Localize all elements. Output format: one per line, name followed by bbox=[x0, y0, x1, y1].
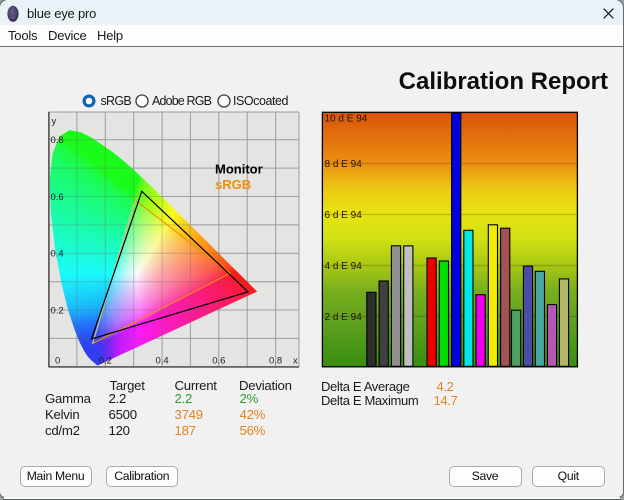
svg-text:8 d E 94: 8 d E 94 bbox=[325, 159, 363, 170]
svg-text:sRGB: sRGB bbox=[215, 177, 251, 192]
svg-text:6 d E 94: 6 d E 94 bbox=[325, 210, 363, 221]
svg-text:Monitor: Monitor bbox=[215, 162, 263, 177]
svg-text:0.2: 0.2 bbox=[99, 356, 112, 367]
svg-text:0.4: 0.4 bbox=[155, 356, 168, 367]
svg-text:4 d E 94: 4 d E 94 bbox=[325, 261, 363, 272]
svg-text:0.6: 0.6 bbox=[51, 192, 64, 203]
svg-text:0.6: 0.6 bbox=[212, 356, 225, 367]
svg-text:10 d E 94: 10 d E 94 bbox=[325, 114, 368, 125]
svg-text:0.8: 0.8 bbox=[51, 135, 64, 146]
svg-text:0.4: 0.4 bbox=[51, 249, 64, 260]
svg-text:y: y bbox=[52, 116, 57, 127]
svg-text:0.2: 0.2 bbox=[51, 305, 64, 316]
svg-text:0.8: 0.8 bbox=[269, 356, 282, 367]
svg-text:x: x bbox=[293, 356, 298, 367]
svg-text:0: 0 bbox=[55, 356, 60, 367]
svg-text:2 d E 94: 2 d E 94 bbox=[325, 312, 363, 323]
